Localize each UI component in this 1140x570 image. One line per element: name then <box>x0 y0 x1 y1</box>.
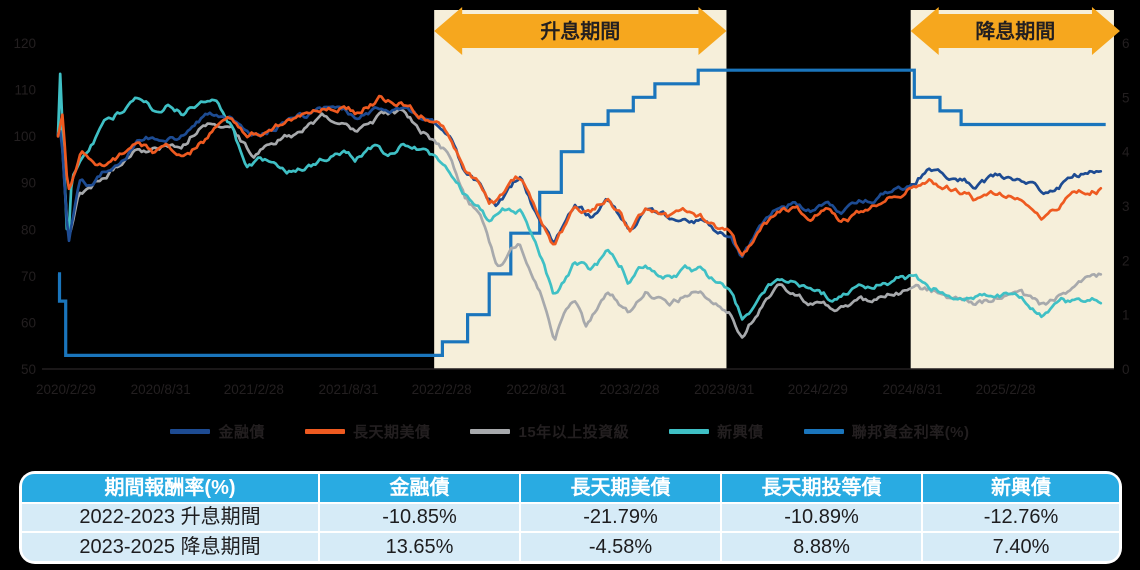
table-cell-cut-treasuries: -4.58% <box>521 533 720 561</box>
series-line-159 <box>56 94 1103 257</box>
x-axis-tick: 2021/8/31 <box>318 382 378 397</box>
series-line-fed-funds-rate <box>57 68 1106 357</box>
table-cell-cut-em: 7.40% <box>923 533 1119 561</box>
legend-label: 長天期美債 <box>352 424 431 441</box>
chart-legend: 金融債 長天期美債 15年以上投資級 新興債 聯邦資金利率(%) <box>0 421 1140 442</box>
table-header-long-term-us-treasuries: 長天期美債 <box>521 474 720 502</box>
table-header-financial-bonds: 金融債 <box>320 474 519 502</box>
x-axis-tick: 2024/2/29 <box>788 382 848 397</box>
period-returns-table: 期間報酬率(%) 金融債 長天期美債 長天期投等債 新興債 2022-2023 … <box>19 471 1122 564</box>
x-axis-tick: 2022/8/31 <box>506 382 566 397</box>
left-axis-tick: 80 <box>21 222 36 237</box>
table-cell-cut-ig: 8.88% <box>722 533 921 561</box>
table-cell-hike-em: -12.76% <box>923 503 1119 532</box>
legend-item-financial-bonds: 金融債 <box>170 421 265 442</box>
bond-performance-chart: 升息期間 降息期間 50 60 70 80 90 100 110 120 0 1 2 3 4 5 6 2020/2… <box>13 7 1130 397</box>
legend-label: 金融債 <box>218 424 265 441</box>
banner-label-rate-hike: 升息期間 <box>540 19 620 43</box>
right-axis-tick: 3 <box>1122 199 1130 214</box>
x-axis-tick: 2024/8/31 <box>882 382 942 397</box>
left-axis-tick: 120 <box>13 36 36 51</box>
legend-swatch-fed-funds-rate <box>803 429 844 434</box>
right-axis-labels: 0 1 2 3 4 5 6 <box>1122 36 1130 377</box>
right-axis-tick: 2 <box>1122 253 1130 268</box>
legend-label: 聯邦資金利率(%) <box>851 424 970 441</box>
x-axis-tick: 2020/8/31 <box>131 382 191 397</box>
x-axis-labels: 2020/2/29 2020/8/31 2021/2/28 2021/8/31 2022… <box>36 382 1036 397</box>
legend-swatch-emerging-market-bonds <box>669 429 710 434</box>
left-axis-tick: 70 <box>21 269 36 284</box>
right-axis-tick: 0 <box>1122 362 1130 377</box>
legend-item-long-term-us-treasuries: 長天期美債 <box>304 421 431 442</box>
table-header-emerging-market-bonds: 新興債 <box>923 474 1119 502</box>
right-axis-tick: 4 <box>1122 145 1130 160</box>
legend-swatch-financial-bonds <box>170 429 211 434</box>
table-cell-cut-period-label: 2023-2025 降息期間 <box>22 533 318 561</box>
left-axis-tick: 60 <box>21 315 36 330</box>
table-cell-hike-period-label: 2022-2023 升息期間 <box>22 503 318 532</box>
right-axis-tick: 5 <box>1122 90 1130 105</box>
table-header-long-term-ig-bonds: 長天期投等債 <box>722 474 921 502</box>
x-axis-tick: 2020/2/29 <box>36 382 96 397</box>
period-banners: 升息期間 降息期間 <box>434 7 1120 55</box>
x-axis-tick: 2022/2/28 <box>412 382 472 397</box>
x-axis-tick: 2023/8/31 <box>694 382 754 397</box>
period-bands <box>434 10 1114 369</box>
right-axis-tick: 6 <box>1122 36 1130 51</box>
banner-arrow-rate-cut <box>910 7 1120 55</box>
banner-label-rate-cut: 降息期間 <box>975 19 1055 43</box>
legend-item-emerging-market-bonds: 新興債 <box>669 421 764 442</box>
right-axis-tick: 1 <box>1122 308 1130 323</box>
banner-arrow-rate-hike <box>434 7 727 55</box>
legend-item-fed-funds-rate: 聯邦資金利率(%) <box>803 421 970 442</box>
table-cell-hike-ig: -10.89% <box>722 503 921 532</box>
left-axis-tick: 100 <box>13 129 36 144</box>
left-axis-labels: 50 60 70 80 90 100 110 120 <box>13 36 36 377</box>
legend-label: 新興債 <box>717 424 764 441</box>
band-rate-cut <box>910 10 1114 369</box>
x-axis-tick: 2023/2/28 <box>599 382 659 397</box>
legend-label: 15年以上投資級 <box>518 424 630 441</box>
left-axis-tick: 90 <box>21 176 36 191</box>
table-cell-cut-financial: 13.65% <box>320 533 519 561</box>
series-line-85 <box>56 72 1103 321</box>
left-axis-tick: 110 <box>14 83 36 98</box>
legend-item-15y-investment-grade: 15年以上投資級 <box>470 421 629 442</box>
x-axis-tick: 2025/2/28 <box>976 382 1036 397</box>
left-axis-tick: 50 <box>21 362 36 377</box>
table-cell-hike-treasuries: -21.79% <box>521 503 720 532</box>
table-cell-hike-financial: -10.85% <box>320 503 519 532</box>
x-axis-tick: 2021/2/28 <box>224 382 284 397</box>
legend-swatch-long-term-us-treasuries <box>304 429 345 434</box>
table-header-period: 期間報酬率(%) <box>22 474 318 502</box>
legend-swatch-15y-investment-grade <box>470 429 511 434</box>
